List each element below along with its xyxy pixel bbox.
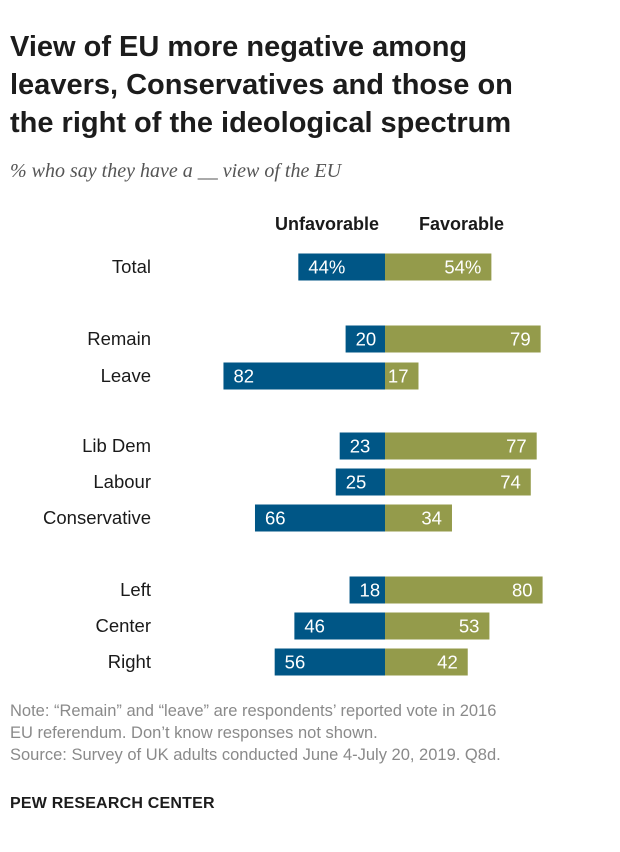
value-favorable-conservative: 34 [421, 508, 442, 529]
chart-notes: Note: “Remain” and “leave” are responden… [10, 700, 614, 766]
title-line-2: leavers, Conservatives and those on [10, 69, 513, 101]
value-unfavorable-total: 44% [308, 257, 345, 278]
title-line-3: the right of the ideological spectrum [10, 107, 512, 139]
value-favorable-lib-dem: 77 [506, 436, 527, 457]
category-label-leave: Leave [101, 365, 151, 386]
value-favorable-leave: 17 [388, 366, 409, 387]
bar-favorable-lib-dem [385, 432, 537, 460]
bar-favorable-labour [385, 468, 531, 496]
category-label-total: Total [112, 256, 151, 277]
bar-favorable-right [385, 648, 468, 676]
value-favorable-left: 80 [512, 580, 533, 601]
bar-favorable-center [385, 612, 490, 640]
value-favorable-total: 54% [444, 257, 481, 278]
value-unfavorable-labour: 25 [346, 472, 367, 493]
chart-subtitle: % who say they have a __ view of the EU [10, 160, 342, 182]
category-label-remain: Remain [87, 328, 151, 349]
value-unfavorable-center: 46 [304, 616, 325, 637]
value-unfavorable-left: 18 [360, 580, 381, 601]
bar-favorable-left [385, 576, 543, 604]
value-unfavorable-lib-dem: 23 [350, 436, 371, 457]
category-label-labour: Labour [93, 471, 151, 492]
category-label-center: Center [95, 615, 151, 636]
category-label-lib-dem: Lib Dem [82, 435, 151, 456]
bar-unfavorable-leave [223, 362, 385, 390]
bar-unfavorable-labour [335, 468, 385, 496]
legend-favorable: Favorable [419, 214, 504, 234]
legend-unfavorable: Unfavorable [275, 214, 379, 234]
chart-title: View of EU more negative among leavers, … [10, 28, 610, 142]
category-label-conservative: Conservative [43, 507, 151, 528]
source-line: Source: Survey of UK adults conducted Ju… [10, 746, 501, 764]
category-label-left: Left [120, 579, 151, 600]
bar-unfavorable-right [274, 648, 385, 676]
diverging-bar-chart: Unfavorable Favorable Total 44% 54% Remain 20 7… [43, 214, 543, 676]
bar-unfavorable-lib-dem [339, 432, 385, 460]
bar-favorable-leave [385, 362, 419, 390]
bar-unfavorable-total [298, 253, 385, 281]
note-line-1: Note: “Remain” and “leave” are responden… [10, 702, 497, 720]
value-unfavorable-conservative: 66 [265, 508, 286, 529]
category-label-right: Right [108, 651, 151, 672]
value-favorable-center: 53 [459, 616, 480, 637]
bar-favorable-total [385, 253, 492, 281]
pew-logo: PEW RESEARCH CENTER [10, 795, 215, 812]
value-unfavorable-leave: 82 [233, 366, 254, 387]
bar-unfavorable-left [349, 576, 385, 604]
value-favorable-right: 42 [437, 652, 458, 673]
note-line-2: EU referendum. Don’t know responses not … [10, 724, 378, 742]
title-line-1: View of EU more negative among [10, 31, 468, 63]
bar-unfavorable-remain [345, 325, 385, 353]
value-unfavorable-right: 56 [285, 652, 306, 673]
value-unfavorable-remain: 20 [356, 329, 377, 350]
bar-unfavorable-conservative [254, 504, 385, 532]
value-favorable-labour: 74 [500, 472, 521, 493]
value-favorable-remain: 79 [510, 329, 531, 350]
bar-favorable-remain [385, 325, 541, 353]
bar-unfavorable-center [294, 612, 385, 640]
bar-favorable-conservative [385, 504, 452, 532]
